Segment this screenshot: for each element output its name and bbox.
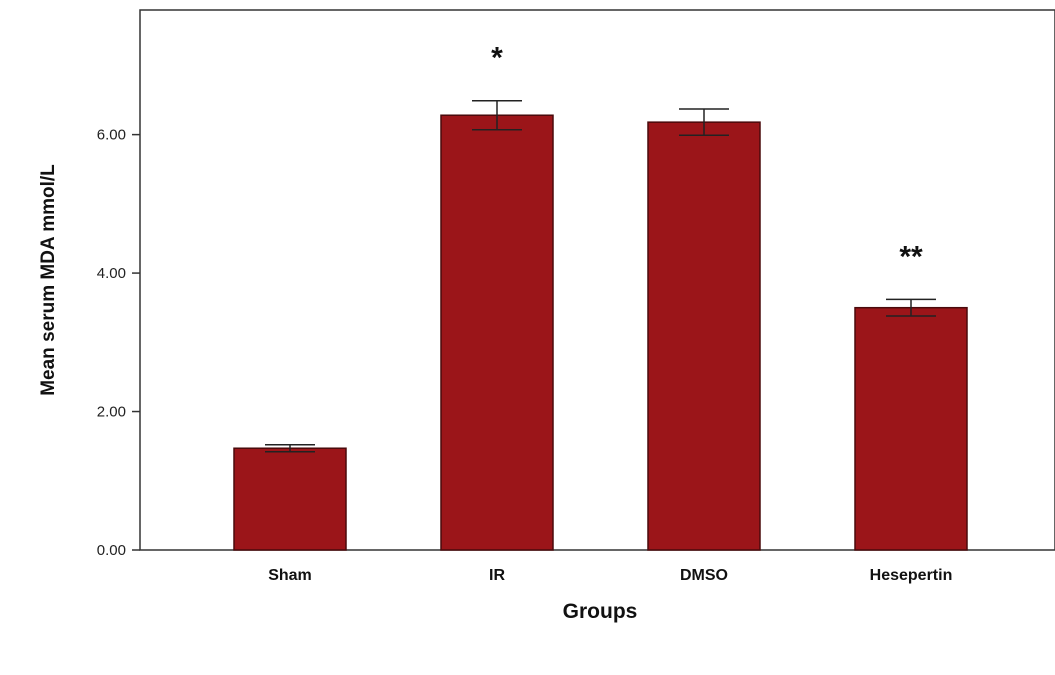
bar-ir: [440, 114, 554, 551]
y-tick-label: 2.00: [97, 404, 126, 421]
x-category-label: Sham: [268, 567, 312, 584]
y-tick-label: 6.00: [97, 127, 126, 144]
bar-sham: [233, 447, 347, 551]
plot-frame: [139, 9, 1055, 551]
x-axis-category-labels: Sham IR DMSO Hesepertin: [268, 567, 952, 584]
x-category-label: IR: [489, 567, 505, 584]
y-axis-title: Mean serum MDA mmol/L: [38, 164, 59, 396]
significance-annotations: ***: [491, 42, 923, 274]
x-category-label: Hesepertin: [870, 567, 953, 584]
bar-hesepertin: [854, 306, 968, 551]
y-tick-label: 4.00: [97, 265, 126, 282]
y-axis-ticks: 0.00 2.00 4.00 6.00: [97, 127, 140, 559]
bar-dmso: [647, 121, 761, 551]
x-axis-title: Groups: [563, 600, 638, 623]
y-tick-label: 0.00: [97, 542, 126, 559]
x-category-label: DMSO: [680, 567, 728, 584]
error-bars-group: [265, 99, 936, 453]
significance-marker: **: [899, 240, 923, 273]
significance-marker: *: [491, 42, 503, 75]
bars-group: [233, 114, 968, 551]
